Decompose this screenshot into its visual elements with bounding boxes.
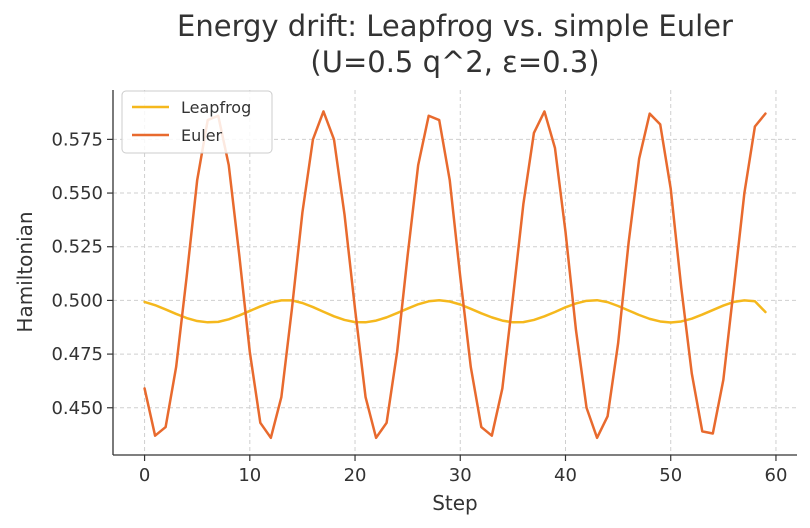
legend-label-leapfrog: Leapfrog [181, 98, 251, 117]
x-tick-label: 10 [238, 465, 261, 486]
series-line-leapfrog [143, 298, 767, 324]
x-axis-label: Step [432, 491, 478, 515]
y-tick-label: 0.450 [51, 398, 103, 419]
chart-title-line1: Energy drift: Leapfrog vs. simple Euler [177, 9, 733, 43]
x-tick-label: 20 [344, 465, 367, 486]
axis-ticks: 0 10 20 30 40 50 60 0.450 0.475 0.500 0.525 0.550 0.… [51, 129, 787, 486]
y-tick-label: 0.500 [51, 290, 103, 311]
x-tick-label: 40 [554, 465, 577, 486]
y-tick-label: 0.550 [51, 183, 103, 204]
legend: Leapfrog Euler [121, 90, 273, 154]
chart-title-line2: (U=0.5 q^2, ε=0.3) [310, 45, 599, 79]
x-tick-label: 50 [659, 465, 682, 486]
series-line-euler [143, 110, 767, 440]
legend-label-euler: Euler [181, 126, 223, 145]
y-tick-label: 0.475 [51, 344, 103, 365]
y-tick-label: 0.575 [51, 129, 103, 150]
x-tick-label: 30 [449, 465, 472, 486]
x-tick-label: 0 [139, 465, 150, 486]
y-axis-label: Hamiltonian [13, 211, 37, 332]
x-tick-label: 60 [765, 465, 788, 486]
y-tick-label: 0.525 [51, 237, 103, 258]
plot-area [143, 110, 767, 440]
